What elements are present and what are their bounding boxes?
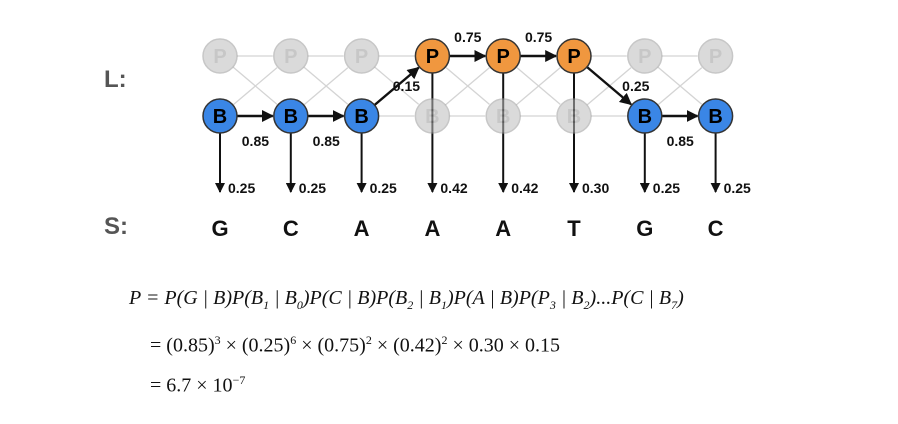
row-label-sequence: S: bbox=[104, 213, 128, 240]
active-path bbox=[237, 50, 699, 122]
probability-expansion: = (0.85)3 × (0.25)6 × (0.75)2 × (0.42)2 … bbox=[150, 333, 560, 357]
active-b-state-node: B bbox=[273, 98, 309, 134]
svg-text:B: B bbox=[638, 106, 652, 128]
inactive-p-state-node: P bbox=[273, 38, 309, 74]
active-p-state-node: P bbox=[414, 38, 451, 74]
inactive-b-state-node: B bbox=[485, 98, 521, 134]
active-b-state-node: B bbox=[202, 98, 238, 134]
svg-text:B: B bbox=[496, 106, 510, 128]
emission-probability-label: 0.25 bbox=[724, 180, 751, 196]
row-label-states: L: bbox=[104, 66, 127, 93]
probability-labels: 0.85 0.85 0.15 0.75 0.75 0.25 0.85 0.25 0.25 0.25… bbox=[228, 29, 751, 196]
inactive-p-state-node: P bbox=[343, 38, 380, 74]
path-transition-arrow bbox=[586, 66, 632, 106]
inactive-p-state-node: P bbox=[627, 38, 663, 74]
sequence-letter: C bbox=[708, 216, 724, 241]
transition-probability-label: 0.75 bbox=[525, 29, 552, 45]
emission-probability-label: 0.42 bbox=[440, 180, 467, 196]
emission-probability-label: 0.25 bbox=[653, 180, 680, 196]
svg-text:B: B bbox=[425, 106, 439, 128]
transition-probability-label: 0.15 bbox=[393, 78, 420, 94]
emission-probability-label: 0.25 bbox=[370, 180, 397, 196]
transition-probability-label: 0.85 bbox=[242, 133, 269, 149]
state-nodes: P B P B P B P B P B P B P B P B bbox=[202, 38, 734, 134]
transition-probability-label: 0.25 bbox=[622, 78, 649, 94]
svg-text:B: B bbox=[284, 106, 298, 128]
svg-text:B: B bbox=[354, 106, 368, 128]
transition-probability-label: 0.85 bbox=[667, 133, 694, 149]
active-p-state-node: P bbox=[556, 38, 592, 74]
transition-probability-label: 0.85 bbox=[313, 133, 340, 149]
inactive-transition-1-BP bbox=[303, 67, 349, 106]
active-b-state-node: B bbox=[627, 98, 663, 134]
svg-text:P: P bbox=[638, 46, 651, 68]
emission-probability-label: 0.25 bbox=[228, 180, 255, 196]
inactive-transition-4-BP bbox=[515, 67, 561, 106]
svg-text:B: B bbox=[708, 106, 722, 128]
sequence-letter: A bbox=[495, 216, 511, 241]
inactive-b-state-node: B bbox=[556, 98, 592, 134]
transition-probability-label: 0.75 bbox=[454, 29, 481, 45]
inactive-transition-6-BP bbox=[657, 67, 703, 106]
inactive-transition-0-BP bbox=[232, 67, 278, 106]
active-b-state-node: B bbox=[343, 98, 380, 134]
active-p-state-node: P bbox=[485, 38, 521, 74]
svg-text:P: P bbox=[497, 46, 510, 68]
sequence-letter: G bbox=[636, 216, 653, 241]
emission-probability-label: 0.42 bbox=[511, 180, 538, 196]
svg-text:B: B bbox=[567, 106, 581, 128]
svg-text:P: P bbox=[284, 46, 297, 68]
svg-text:P: P bbox=[355, 46, 368, 68]
active-b-state-node: B bbox=[697, 98, 734, 134]
inactive-p-state-node: P bbox=[202, 38, 238, 74]
probability-formula: P = P(G | B)P(B1 | B0)P(C | B)P(B2 | B1)… bbox=[129, 287, 684, 312]
svg-text:P: P bbox=[213, 46, 226, 68]
svg-text:P: P bbox=[426, 46, 439, 68]
probability-result: = 6.7 × 10−7 bbox=[150, 373, 246, 397]
inactive-p-state-node: P bbox=[697, 38, 734, 74]
path-transition-arrow bbox=[373, 66, 420, 106]
sequence-letter: A bbox=[354, 216, 370, 241]
emission-probability-label: 0.30 bbox=[582, 180, 609, 196]
inactive-transition-3-BP bbox=[444, 67, 490, 106]
emission-probability-label: 0.25 bbox=[299, 180, 326, 196]
svg-text:B: B bbox=[213, 106, 227, 128]
sequence-letter: A bbox=[424, 216, 440, 241]
svg-text:P: P bbox=[567, 46, 580, 68]
sequence-letter: G bbox=[211, 216, 228, 241]
inactive-b-state-node: B bbox=[414, 98, 451, 134]
sequence-letter: C bbox=[283, 216, 299, 241]
svg-text:P: P bbox=[709, 46, 722, 68]
sequence-letter: T bbox=[567, 216, 581, 241]
